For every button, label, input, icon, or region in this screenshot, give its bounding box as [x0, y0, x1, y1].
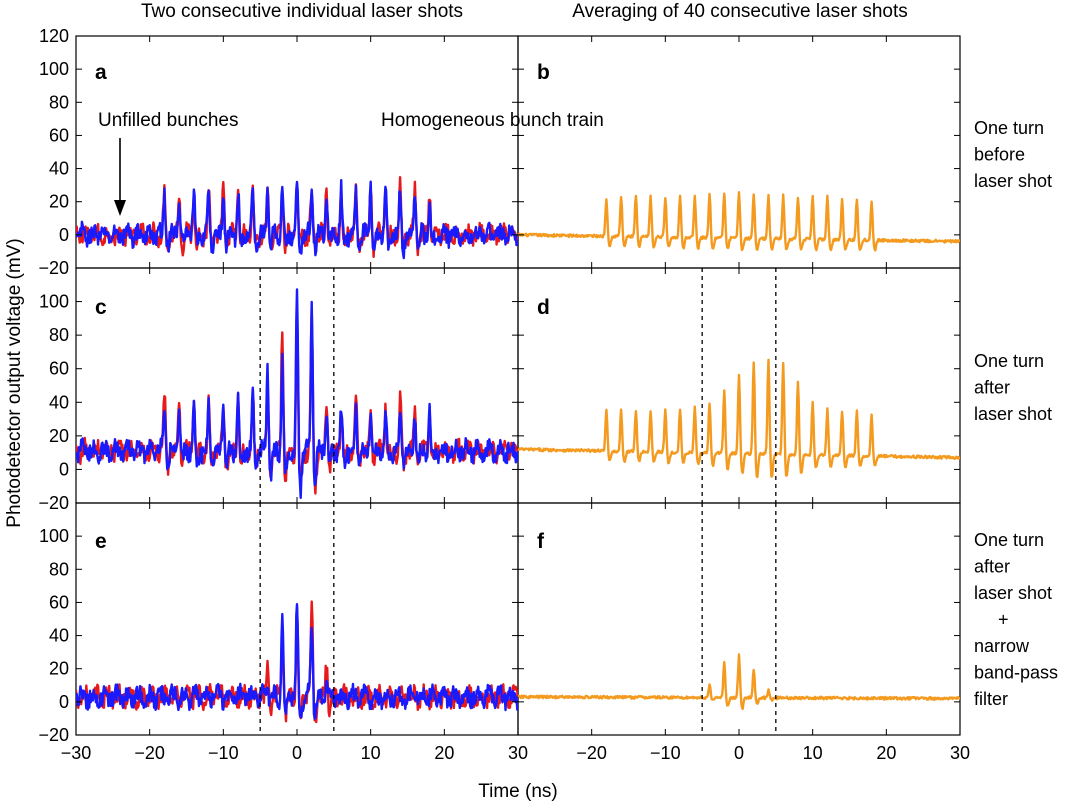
x-tick-label: −20 — [134, 743, 165, 763]
y-tick-label: 80 — [49, 325, 69, 345]
row-label-3-line: + — [998, 610, 1009, 630]
panel-label-e: e — [95, 530, 107, 553]
y-axis-label: Photodetector output voltage (mV) — [4, 238, 25, 527]
x-tick-label: 30 — [508, 743, 528, 763]
panel-frame-b — [517, 35, 961, 269]
x-tick-label: 10 — [361, 743, 381, 763]
annotation-arrow-head — [114, 200, 126, 216]
x-tick-label: −10 — [208, 743, 239, 763]
x-tick-label: 30 — [950, 743, 970, 763]
row-label-3-line: One turn — [974, 530, 1044, 550]
panel-a-series-blue — [76, 178, 518, 260]
x-tick-label: 20 — [876, 743, 896, 763]
annotation-homogeneous-train: Homogeneous bunch train — [381, 110, 604, 131]
panel-frame-f — [517, 502, 961, 736]
y-tick-label: 0 — [59, 225, 69, 245]
y-tick-label: 40 — [49, 392, 69, 412]
y-tick-label: 20 — [49, 192, 69, 212]
x-tick-label: −10 — [650, 743, 681, 763]
panel-label-b: b — [537, 61, 550, 84]
y-tick-label: 100 — [39, 292, 69, 312]
x-tick-label: 10 — [803, 743, 823, 763]
x-tick-label: −20 — [576, 743, 607, 763]
row-label-3-line: band-pass — [974, 663, 1058, 683]
panel-label-f: f — [537, 530, 545, 553]
panel-f-series-orange — [518, 653, 960, 711]
panel-c-ticks — [75, 267, 519, 504]
panel-label-c: c — [95, 296, 107, 319]
panel-e-series — [76, 503, 518, 735]
series-layer — [76, 175, 960, 735]
panel-e-ticks — [75, 502, 519, 736]
panel-c-series-blue — [76, 288, 518, 499]
row-label-1-line: before — [974, 145, 1025, 165]
panel-f-series — [518, 503, 960, 735]
y-tick-label: 40 — [49, 626, 69, 646]
annotation-unfilled-bunches: Unfilled bunches — [98, 110, 238, 131]
panel-a-series — [76, 175, 518, 260]
y-tick-label: 60 — [49, 592, 69, 612]
y-tick-label: −20 — [38, 725, 69, 745]
y-tick-label: 60 — [49, 359, 69, 379]
panel-b-ticks — [517, 35, 961, 269]
panel-e-series-blue — [76, 603, 518, 720]
y-tick-label: 0 — [59, 692, 69, 712]
row-label-1-line: One turn — [974, 118, 1044, 138]
y-tick-label: −20 — [38, 258, 69, 278]
row-label-3-line: after — [974, 557, 1010, 577]
row-label-1-line: laser shot — [974, 171, 1052, 191]
x-tick-label: 0 — [734, 743, 744, 763]
y-tick-label: 0 — [59, 459, 69, 479]
x-tick-label: 0 — [292, 743, 302, 763]
panel-label-a: a — [95, 61, 107, 84]
y-tick-label: 60 — [49, 125, 69, 145]
panel-d-series — [518, 268, 960, 503]
panel-c-series — [76, 268, 518, 503]
column-title-right: Averaging of 40 consecutive laser shots — [572, 1, 908, 22]
y-tick-label: 120 — [39, 26, 69, 46]
x-tick-label: 20 — [434, 743, 454, 763]
y-tick-label: 80 — [49, 559, 69, 579]
y-tick-label: 100 — [39, 526, 69, 546]
tick-layer: −20020406080100120−20020406080100−200204… — [38, 26, 970, 763]
panel-d-ticks — [517, 267, 961, 504]
row-labels: One turn before laser shot One turn after las… — [974, 118, 1058, 709]
panel-label-d: d — [537, 296, 550, 319]
row-label-2-line: One turn — [974, 351, 1044, 371]
row-label-3-line: filter — [974, 689, 1008, 709]
x-tick-label: −30 — [61, 743, 92, 763]
y-tick-label: 80 — [49, 92, 69, 112]
y-tick-label: −20 — [38, 493, 69, 513]
panel-frames — [75, 35, 961, 736]
panel-d-series-orange — [518, 358, 960, 479]
panel-b-series-orange — [518, 190, 960, 252]
x-axis-label: Time (ns) — [478, 781, 558, 802]
y-tick-label: 20 — [49, 426, 69, 446]
column-title-left: Two consecutive individual laser shots — [141, 1, 463, 22]
y-tick-label: 100 — [39, 59, 69, 79]
panel-b-series — [518, 190, 960, 252]
y-tick-label: 40 — [49, 159, 69, 179]
row-label-2-line: laser shot — [974, 404, 1052, 424]
row-label-2-line: after — [974, 378, 1010, 398]
row-label-3-line: narrow — [974, 636, 1030, 656]
y-tick-label: 20 — [49, 659, 69, 679]
panel-f-ticks — [517, 502, 961, 736]
row-label-3-line: laser shot — [974, 583, 1052, 603]
